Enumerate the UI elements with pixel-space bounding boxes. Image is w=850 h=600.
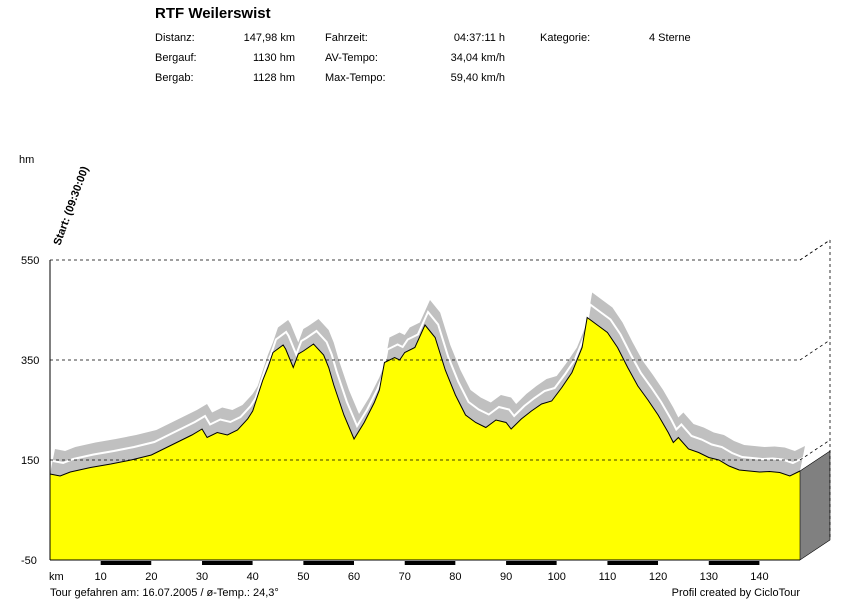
x-tick-label: 60 bbox=[348, 571, 360, 583]
x-tick-label: 120 bbox=[649, 571, 667, 583]
stat-label-avg-speed: AV-Tempo: bbox=[325, 52, 378, 64]
footer-credit: Profil created by CicloTour bbox=[671, 587, 800, 599]
x-tick-label: 100 bbox=[548, 571, 566, 583]
x-scale-segment bbox=[404, 561, 456, 565]
stat-label-descent: Bergab: bbox=[155, 72, 194, 84]
y-tick-label: 550 bbox=[21, 255, 39, 267]
x-tick-label: 30 bbox=[196, 571, 208, 583]
grid-depth-550 bbox=[799, 239, 831, 261]
stat-value-descent: 1128 hm bbox=[253, 72, 295, 84]
x-scale-segment bbox=[556, 561, 608, 565]
profile-shadow-highlight bbox=[52, 302, 804, 465]
x-tick-label: 110 bbox=[599, 571, 617, 583]
chart-title: RTF Weilerswist bbox=[155, 5, 271, 22]
stat-label-max-speed: Max-Tempo: bbox=[325, 72, 386, 84]
stat-value-category: 4 Sterne bbox=[649, 32, 691, 44]
x-tick-label: 80 bbox=[449, 571, 461, 583]
x-tick-label: 10 bbox=[95, 571, 107, 583]
x-scale-segment bbox=[708, 561, 760, 565]
x-scale-segment bbox=[759, 561, 800, 565]
start-annotation: Start: (09:30:00) bbox=[52, 164, 92, 247]
x-scale-segment bbox=[151, 561, 203, 565]
x-scale-segment bbox=[252, 561, 304, 565]
x-scale-segment bbox=[100, 561, 152, 565]
x-scale-segment bbox=[506, 561, 557, 565]
stat-label-category: Kategorie: bbox=[540, 32, 591, 44]
x-scale-segment bbox=[354, 561, 405, 565]
footer-tour-info: Tour gefahren am: 16.07.2005 / ø-Temp.: … bbox=[50, 587, 279, 599]
x-scale-segment bbox=[607, 561, 659, 565]
x-scale-segment bbox=[658, 561, 709, 565]
x-tick-label: 40 bbox=[247, 571, 259, 583]
y-tick-label: 350 bbox=[21, 355, 39, 367]
elevation-line bbox=[49, 316, 801, 477]
stat-value-ascent: 1130 hm bbox=[253, 52, 295, 64]
stat-label-ascent: Bergauf: bbox=[155, 52, 197, 64]
stat-value-max-speed: 59,40 km/h bbox=[450, 72, 505, 84]
stat-label-distance: Distanz: bbox=[155, 32, 195, 44]
profile-shadow bbox=[50, 292, 805, 476]
stat-value-ride-time: 04:37:11 h bbox=[453, 32, 505, 44]
x-scale-segment bbox=[202, 561, 253, 565]
x-tick-label: 70 bbox=[399, 571, 411, 583]
stat-value-distance: 147,98 km bbox=[243, 32, 295, 44]
grid-depth-350 bbox=[799, 339, 831, 361]
x-tick-label: 140 bbox=[750, 571, 768, 583]
y-tick-label: 150 bbox=[21, 455, 39, 467]
x-scale-segment bbox=[455, 561, 507, 565]
x-scale-segment bbox=[303, 561, 355, 565]
x-axis-label: km bbox=[49, 571, 64, 583]
x-tick-label: 50 bbox=[297, 571, 309, 583]
x-tick-label: 20 bbox=[145, 571, 157, 583]
y-axis-label: hm bbox=[19, 154, 34, 166]
x-tick-label: 90 bbox=[500, 571, 512, 583]
y-tick-label: -50 bbox=[21, 555, 37, 567]
x-scale-segment bbox=[50, 561, 101, 565]
x-tick-label: 130 bbox=[700, 571, 718, 583]
stat-label-ride-time: Fahrzeit: bbox=[325, 32, 368, 44]
profile-side-wall bbox=[799, 450, 831, 561]
elevation-area bbox=[50, 317, 800, 560]
grid-depth-150 bbox=[799, 439, 831, 461]
stat-value-avg-speed: 34,04 km/h bbox=[450, 52, 505, 64]
